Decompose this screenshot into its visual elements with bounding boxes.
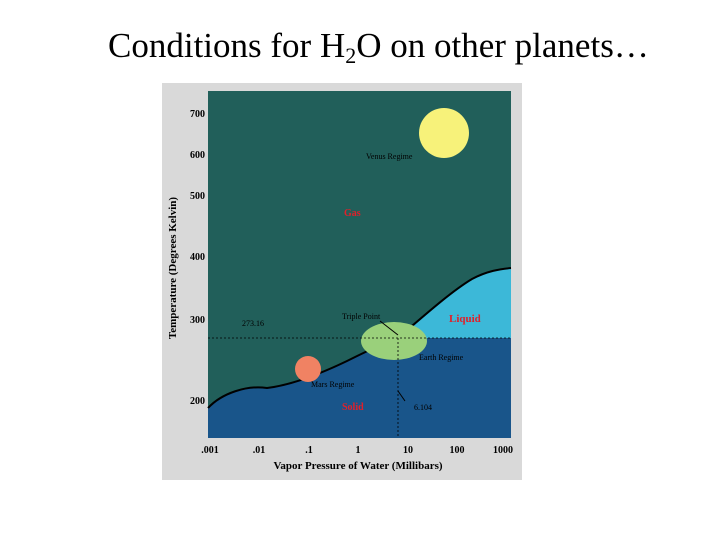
x-axis-title: Vapor Pressure of Water (Millibars): [273, 460, 442, 472]
gas-label: Gas: [344, 208, 361, 219]
x-tick-label: .001: [201, 445, 219, 456]
y-tick-label: 300: [190, 315, 205, 326]
earth-regime-label: Earth Regime: [419, 353, 464, 362]
mars-regime-ellipse: [295, 356, 321, 382]
triple-pressure-label: 6.104: [414, 403, 432, 412]
x-tick-label: .01: [253, 445, 266, 456]
solid-region: [208, 338, 511, 438]
title-prefix: Conditions for H: [108, 26, 346, 65]
y-tick-label: 700: [190, 109, 205, 120]
venus-regime-ellipse: [419, 108, 469, 158]
x-tick-label: 10: [403, 445, 413, 456]
slide-title: Conditions for H2O on other planets…: [108, 26, 649, 69]
title-suffix: O on other planets…: [356, 26, 649, 65]
triple-point-arrow: [379, 320, 399, 336]
title-subscript: 2: [345, 43, 357, 68]
venus-regime-label: Venus Regime: [366, 152, 413, 161]
solid-label: Solid: [342, 402, 364, 413]
triple-point-label: Triple Point: [342, 312, 381, 321]
x-tick-label: 1000: [493, 445, 513, 456]
mars-regime-label: Mars Regime: [311, 380, 355, 389]
x-tick-label: 100: [450, 445, 465, 456]
y-axis-title: Temperature (Degrees Kelvin): [167, 197, 179, 339]
x-tick-label: .1: [305, 445, 313, 456]
liquid-region: [398, 268, 511, 338]
phase-diagram: Temperature (Degrees Kelvin) 700 600 500…: [162, 83, 522, 480]
y-tick-label: 400: [190, 252, 205, 263]
x-tick-label: 1: [356, 445, 361, 456]
y-tick-label: 600: [190, 150, 205, 161]
y-tick-label: 500: [190, 191, 205, 202]
liquid-label: Liquid: [449, 313, 481, 325]
pressure-label-arrow: [397, 390, 406, 402]
y-tick-label: 200: [190, 396, 205, 407]
triple-temp-label: 273.16: [242, 319, 264, 328]
earth-regime-ellipse: [361, 322, 427, 360]
